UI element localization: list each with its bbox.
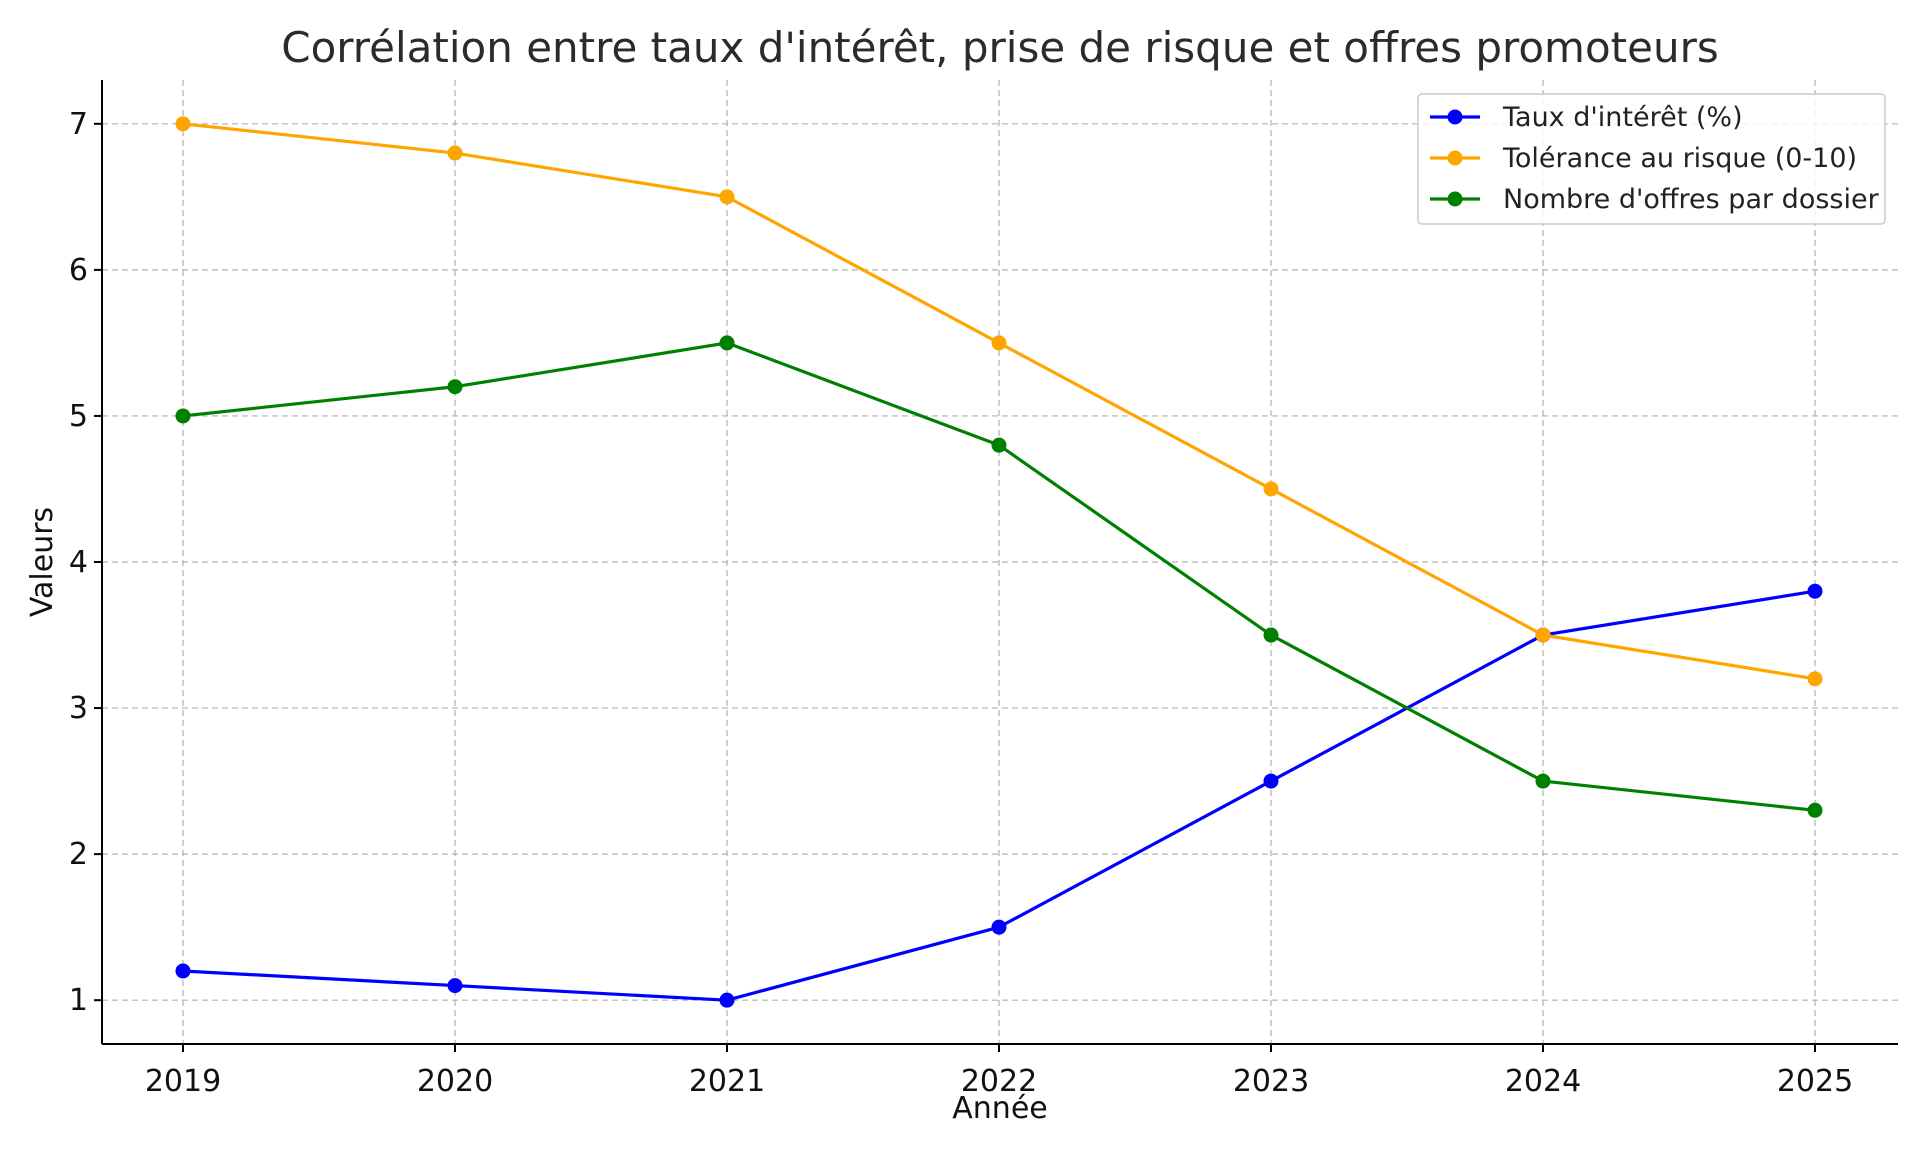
data-point (447, 145, 463, 161)
legend-marker (1447, 150, 1463, 166)
data-point (991, 437, 1007, 453)
x-tick-label: 2020 (417, 1064, 493, 1099)
legend-label: Tolérance au risque (0-10) (1502, 143, 1857, 174)
x-tick-label: 2023 (1233, 1064, 1309, 1099)
data-point (1263, 627, 1279, 643)
y-tick-label: 3 (69, 691, 88, 726)
x-axis-title: Année (952, 1091, 1047, 1126)
data-point (1807, 583, 1823, 599)
grid (102, 80, 1898, 1044)
x-tick-label: 2022 (961, 1064, 1037, 1099)
data-point (175, 116, 191, 132)
data-point (447, 379, 463, 395)
data-point (1535, 773, 1551, 789)
series-3 (175, 335, 1823, 818)
y-tick-label: 2 (69, 837, 88, 872)
legend: Taux d'intérêt (%) Tolérance au risque (0… (1417, 93, 1886, 225)
data-point (1807, 802, 1823, 818)
legend-frame (1417, 93, 1886, 225)
y-tick-label: 6 (69, 253, 88, 288)
y-tick-label: 1 (69, 983, 88, 1018)
data-point (1807, 671, 1823, 687)
legend-item: Nombre d'offres par dossier (1430, 184, 1880, 215)
data-point (991, 335, 1007, 351)
series-layer (175, 116, 1823, 1008)
legend-item: Taux d'intérêt (%) (1430, 102, 1743, 133)
data-point (447, 978, 463, 994)
legend-item: Tolérance au risque (0-10) (1430, 143, 1857, 174)
x-tick-label: 2021 (689, 1064, 765, 1099)
data-point (1263, 481, 1279, 497)
y-tick-label: 7 (69, 107, 88, 142)
y-tick-label: 5 (69, 399, 88, 434)
data-point (719, 189, 735, 205)
series-2 (175, 116, 1823, 687)
data-point (175, 408, 191, 424)
y-tick-label: 4 (69, 545, 88, 580)
axes: 2019 2020 2021 2022 2023 2024 2025 1 2 3 4 5 6 7 (69, 80, 1898, 1099)
data-point (1535, 627, 1551, 643)
data-point (175, 963, 191, 979)
data-point (719, 335, 735, 351)
y-axis-title: Valeurs (25, 507, 60, 617)
legend-label: Nombre d'offres par dossier (1503, 184, 1880, 215)
chart-title: Corrélation entre taux d'intérêt, prise … (281, 23, 1719, 72)
data-point (719, 992, 735, 1008)
x-tick-label: 2024 (1505, 1064, 1581, 1099)
data-point (1263, 773, 1279, 789)
legend-label: Taux d'intérêt (%) (1502, 102, 1743, 133)
x-tick-label: 2025 (1777, 1064, 1853, 1099)
legend-marker (1447, 191, 1463, 207)
legend-marker (1447, 109, 1463, 125)
data-point (991, 919, 1007, 935)
x-tick-label: 2019 (145, 1064, 221, 1099)
